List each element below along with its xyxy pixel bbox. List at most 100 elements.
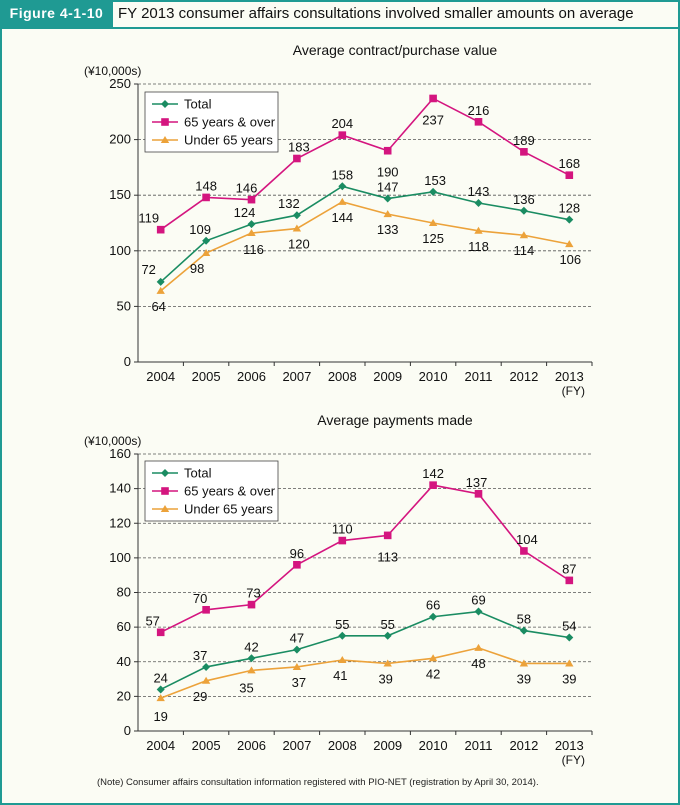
chart1-point-over65 xyxy=(156,225,165,234)
chart2-point-over65 xyxy=(247,600,256,609)
chart2-series-line-total xyxy=(160,610,570,691)
chart2-x-tick-label: 2009 xyxy=(373,738,402,753)
chart2-y-tick-label: 100 xyxy=(109,550,131,565)
chart2-point-under65 xyxy=(247,666,256,674)
chart2-data-label-under65: 48 xyxy=(471,656,485,671)
chart1-y-unit: (¥10,000s) xyxy=(84,64,141,78)
chart1-data-label-total: 136 xyxy=(513,192,535,207)
chart2-data-label-under65: 29 xyxy=(193,689,207,704)
chart2-y-tick-label: 20 xyxy=(117,688,131,703)
chart2-point-total xyxy=(383,631,392,640)
chart1-x-tick-label: 2013 xyxy=(555,369,584,384)
chart1-y-tick-label: 50 xyxy=(117,298,131,313)
chart2-data-label-total: 58 xyxy=(517,612,531,627)
chart1-legend-marker-over65 xyxy=(161,118,169,126)
chart1-data-label-under65: 64 xyxy=(151,299,165,314)
chart2-series-line-under65 xyxy=(160,647,570,699)
chart1-data-label-over65: 190 xyxy=(377,165,399,180)
chart2-point-under65 xyxy=(519,659,529,667)
chart1-point-under65 xyxy=(565,240,574,248)
chart2-point-over65 xyxy=(565,576,574,585)
chart1-x-tick-label: 2006 xyxy=(237,369,266,384)
chart2-point-under65 xyxy=(474,643,483,651)
chart1-data-label-under65: 144 xyxy=(331,210,353,225)
chart2-series-line-over65 xyxy=(160,484,570,634)
chart2-point-total xyxy=(202,662,211,671)
chart1-point-under65 xyxy=(338,197,347,205)
chart2-data-label-over65: 57 xyxy=(145,613,159,628)
chart2-x-tick-label: 2006 xyxy=(237,738,266,753)
chart1-series-line-under65 xyxy=(160,201,570,292)
chart1-point-over65 xyxy=(247,195,256,204)
chart1-y-tick-label: 100 xyxy=(109,243,131,258)
chart1-data-label-under65: 114 xyxy=(514,243,535,258)
chart1-point-total xyxy=(519,206,528,215)
chart2-y-tick-label: 40 xyxy=(117,654,131,669)
chart1-point-under65 xyxy=(247,229,256,237)
chart2-x-tick-label: 2007 xyxy=(282,738,311,753)
chart1-data-label-under65: 125 xyxy=(422,231,444,246)
chart2-data-label-over65: 87 xyxy=(562,561,576,576)
chart1-data-label-under65: 98 xyxy=(190,261,204,276)
chart2-data-label-under65: 39 xyxy=(378,671,392,686)
chart1-data-label-over65: 189 xyxy=(513,133,535,148)
chart2-data-label-under65: 37 xyxy=(292,675,306,690)
chart1-y-tick-label: 150 xyxy=(109,187,131,202)
chart1-point-total xyxy=(338,182,347,191)
chart1-legend-label-under65: Under 65 years xyxy=(184,133,273,148)
chart2-y-tick-label: 60 xyxy=(117,619,131,634)
chart2-point-under65 xyxy=(565,659,574,667)
chart1-y-tick-label: 250 xyxy=(109,76,131,91)
chart1-data-label-over65: 146 xyxy=(236,181,258,196)
chart1-data-label-total: 72 xyxy=(141,262,155,277)
chart2-data-label-total: 54 xyxy=(562,619,576,634)
chart2-x-unit: (FY) xyxy=(562,753,585,767)
chart2-point-under65 xyxy=(156,694,165,702)
chart1-data-label-over65: 119 xyxy=(138,211,159,226)
chart1-data-label-total: 158 xyxy=(331,167,353,182)
chart1-x-tick-label: 2007 xyxy=(282,369,311,384)
chart2-legend-label-total: Total xyxy=(184,466,212,481)
chart1-title: Average contract/purchase value xyxy=(293,42,498,58)
chart2-legend-marker-under65 xyxy=(160,505,170,512)
chart2-x-tick-label: 2008 xyxy=(328,738,357,753)
chart1-data-label-over65: 204 xyxy=(331,116,353,131)
chart2-data-label-over65: 70 xyxy=(193,591,207,606)
header-divider xyxy=(0,27,680,29)
chart2-point-over65 xyxy=(383,531,392,540)
chart1-data-label-total: 124 xyxy=(234,205,256,220)
figure-header: Figure 4-1-10 FY 2013 consumer affairs c… xyxy=(0,0,680,29)
chart1-x-tick-label: 2009 xyxy=(373,369,402,384)
chart1-point-over65 xyxy=(565,171,574,179)
chart1-point-total xyxy=(202,236,211,245)
chart2-point-over65 xyxy=(338,536,347,545)
chart1-data-label-total: 132 xyxy=(278,196,300,211)
chart1-point-total xyxy=(247,220,256,229)
chart1-legend-marker-total xyxy=(161,100,169,108)
chart1-data-label-over65: 183 xyxy=(288,140,310,155)
chart2-data-label-under65: 39 xyxy=(562,671,576,686)
chart2-data-label-total: 37 xyxy=(193,648,207,663)
chart1-point-over65 xyxy=(293,154,301,163)
chart1-point-under65 xyxy=(474,226,483,234)
chart2-point-over65 xyxy=(202,606,210,614)
chart2-point-under65 xyxy=(428,654,438,662)
chart2-data-label-total: 42 xyxy=(244,639,258,654)
chart2-point-under65 xyxy=(338,656,347,664)
chart2-y-tick-label: 120 xyxy=(109,515,131,530)
chart2-x-tick-label: 2010 xyxy=(419,738,448,753)
chart1-data-label-over65: 148 xyxy=(195,178,217,193)
chart1-point-over65 xyxy=(383,146,392,155)
chart2-point-over65 xyxy=(293,561,301,569)
chart1-data-label-over65: 216 xyxy=(468,103,490,118)
chart1-series-line-total xyxy=(160,185,570,283)
chart2-point-total xyxy=(292,645,301,654)
chart2-data-label-over65: 110 xyxy=(332,522,353,537)
chart1-data-label-over65: 237 xyxy=(422,112,444,127)
chart1-data-label-under65: 116 xyxy=(243,242,264,257)
figure-title: FY 2013 consumer affairs consultations i… xyxy=(118,5,634,22)
chart2-point-total xyxy=(474,607,483,616)
chart2-point-over65 xyxy=(520,547,528,555)
chart1-x-unit: (FY) xyxy=(562,384,585,398)
chart2-data-label-under65: 39 xyxy=(517,671,531,686)
